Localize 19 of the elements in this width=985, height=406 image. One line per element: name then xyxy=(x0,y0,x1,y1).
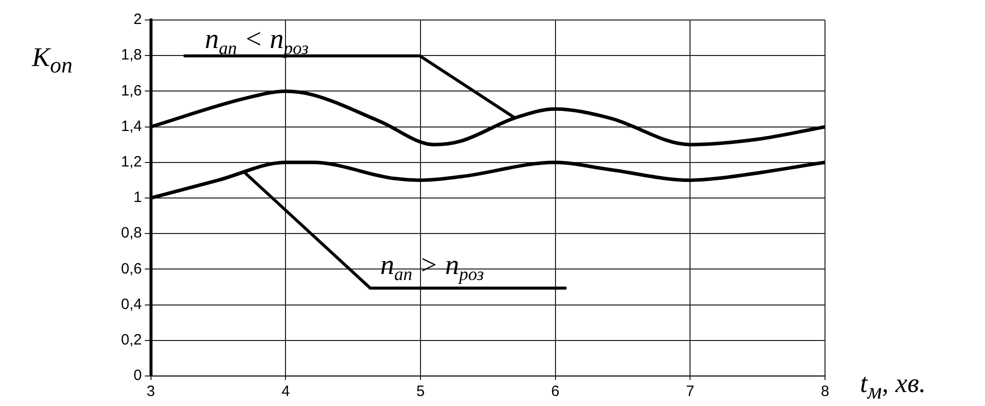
x-tick-label: 8 xyxy=(820,383,830,400)
y-tick-label: 0,8 xyxy=(120,224,142,242)
y-tick-label: 0 xyxy=(134,367,142,384)
y-tick-label: 1,2 xyxy=(120,154,142,171)
x-tick-label: 5 xyxy=(416,383,425,400)
y-tick-label: 1,6 xyxy=(120,82,142,100)
y-axis-title: K$_{оп}$ xyxy=(32,42,73,78)
x-tick-label: 6 xyxy=(551,383,560,400)
x-axis-title: t$_{м}$, хв. xyxy=(860,368,926,404)
y-tick-label: 0,2 xyxy=(120,332,142,349)
y-tick-label: 0,6 xyxy=(120,260,142,278)
y-tick-label: 1,8 xyxy=(120,46,142,64)
x-tick-label: 7 xyxy=(686,383,694,400)
y-tick-label: 2 xyxy=(134,11,142,28)
x-tick-label: 3 xyxy=(146,383,156,400)
y-tick-label: 1,4 xyxy=(120,118,142,135)
y-tick-label: 1 xyxy=(134,189,142,206)
y-tick-label: 0,4 xyxy=(120,296,142,313)
x-tick-label: 4 xyxy=(282,383,290,400)
